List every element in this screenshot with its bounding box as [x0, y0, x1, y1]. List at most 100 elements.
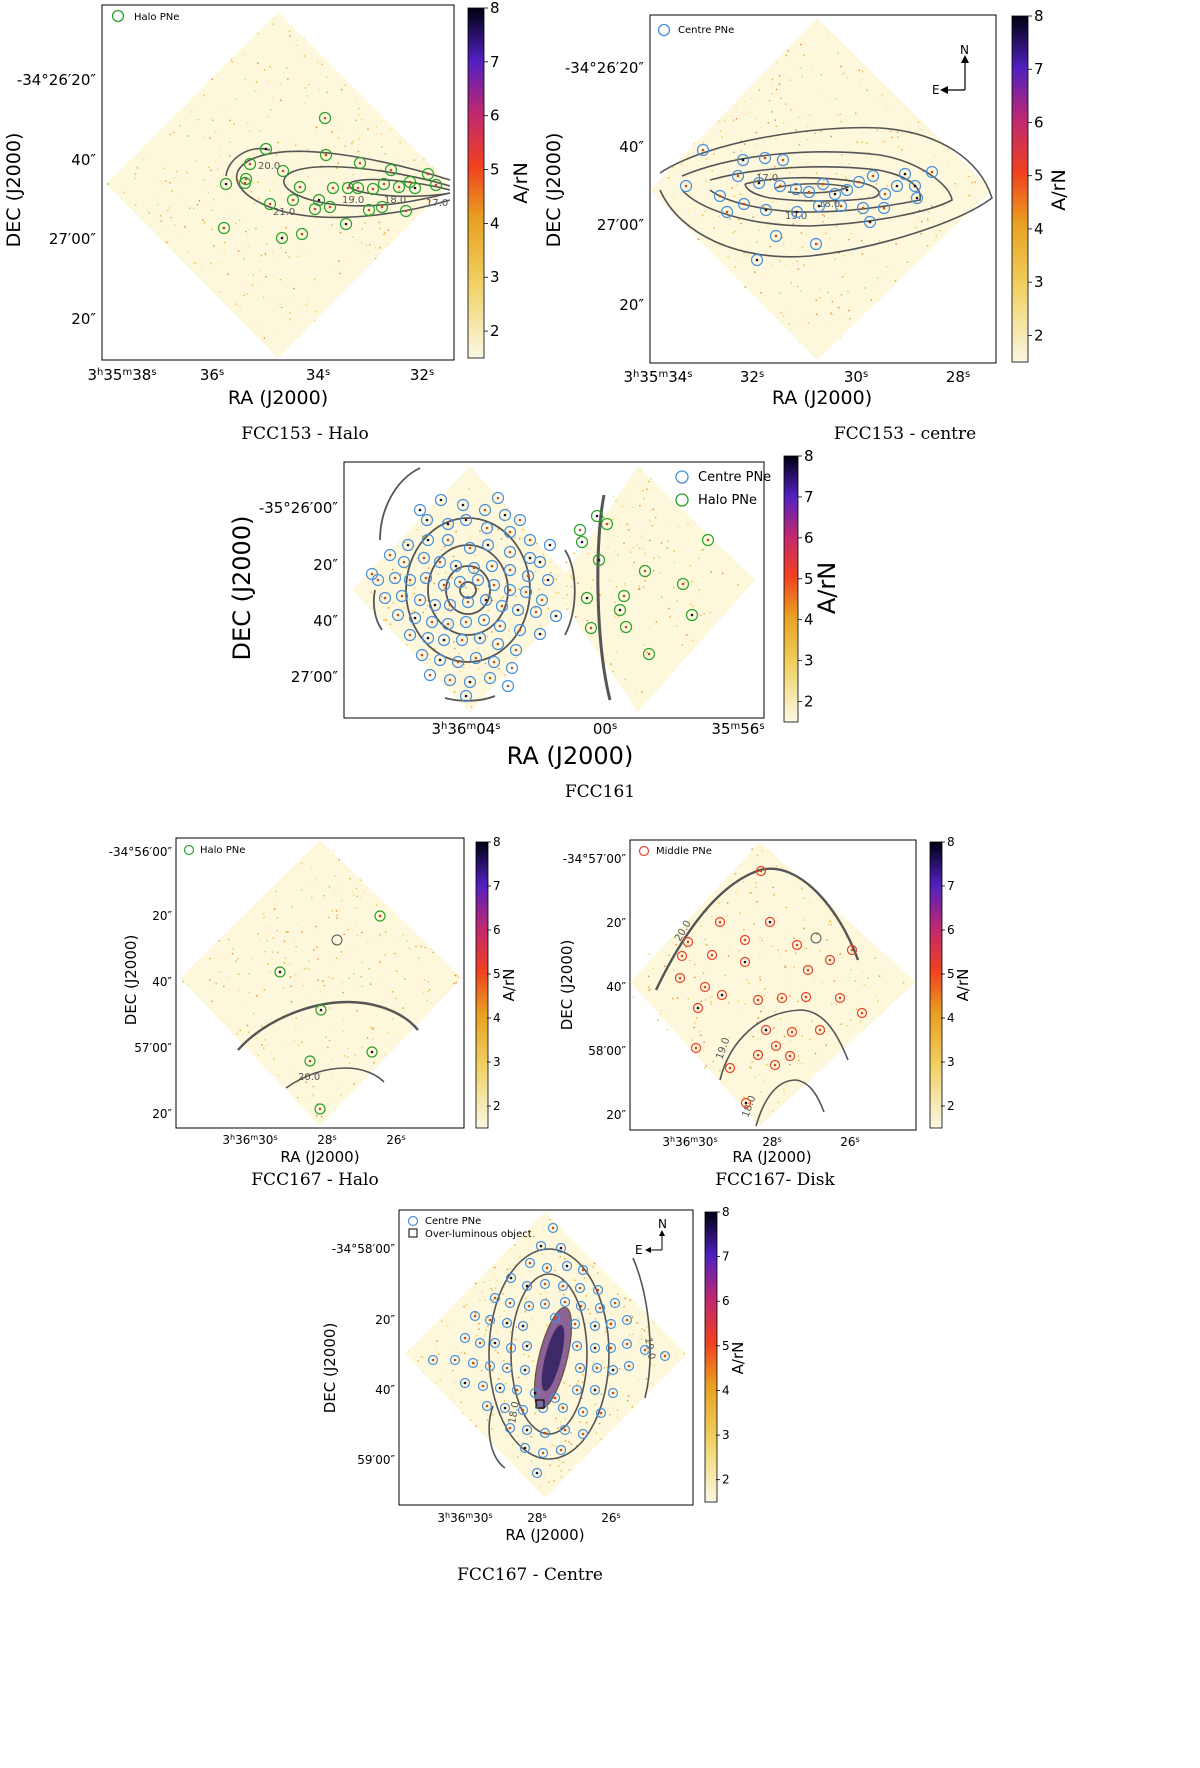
- noise-pixel: [165, 180, 167, 182]
- noise-pixel: [827, 33, 830, 35]
- noise-pixel: [772, 1110, 774, 1112]
- pne-centre-dot: [554, 614, 558, 618]
- pne-centre-dot: [518, 628, 522, 632]
- noise-pixel: [575, 1346, 577, 1348]
- noise-pixel: [296, 1096, 299, 1099]
- noise-pixel: [653, 1340, 656, 1343]
- north-arrowhead-icon: [961, 55, 969, 63]
- colorbar-tick-label: 6: [947, 923, 955, 937]
- pne-centre-dot: [406, 543, 410, 547]
- noise-pixel: [566, 594, 568, 596]
- noise-pixel: [451, 600, 453, 603]
- contours: [372, 467, 612, 702]
- noise-pixel: [464, 1352, 466, 1354]
- pne-marker-icon: [443, 673, 457, 687]
- noise-pixel: [384, 931, 386, 933]
- noise-pixel: [505, 1389, 507, 1391]
- pne-marker-icon: [758, 151, 772, 165]
- noise-pixel: [462, 1382, 464, 1384]
- noise-pixel: [193, 207, 195, 210]
- compass-north-label: N: [960, 43, 969, 57]
- noise-pixel: [785, 309, 788, 311]
- pne-centre-dot: [774, 234, 778, 238]
- pne-centre-dot: [402, 560, 406, 564]
- noise-pixel: [450, 611, 452, 613]
- noise-pixel: [230, 58, 233, 61]
- x-tick-label: 3h36m04s: [431, 720, 500, 738]
- noise-pixel: [719, 130, 722, 132]
- noise-pixel: [484, 1299, 486, 1302]
- pne-marker-icon: [449, 1354, 461, 1366]
- noise-pixel: [514, 537, 516, 539]
- contour-line: [405, 517, 531, 663]
- noise-pixel: [783, 1088, 785, 1090]
- noise-pixel: [533, 1433, 535, 1436]
- noise-pixel: [539, 1486, 542, 1488]
- pne-marker-icon: [592, 553, 606, 567]
- ylabel: DEC (J2000): [228, 516, 256, 661]
- pne-centre-dot: [774, 1044, 778, 1048]
- noise-pixel: [506, 507, 508, 510]
- noise-pixel: [392, 991, 394, 993]
- noise-pixel: [648, 572, 650, 574]
- noise-pixel: [273, 1058, 275, 1060]
- contour-line: [755, 1079, 825, 1127]
- noise-pixel: [592, 1410, 595, 1413]
- pne-centre-dot: [463, 1381, 467, 1385]
- contour-line: [596, 494, 612, 701]
- y-tick-label: 27′00″: [597, 216, 645, 234]
- noise-pixel: [774, 1010, 776, 1013]
- pne-marker-icon: [238, 176, 252, 190]
- noise-pixel: [463, 515, 465, 518]
- noise-pixel: [688, 223, 691, 226]
- noise-pixel: [486, 1419, 489, 1421]
- noise-pixel: [968, 194, 970, 197]
- noise-pixel: [858, 69, 860, 72]
- noise-pixel: [515, 656, 517, 659]
- noise-pixel: [424, 946, 426, 949]
- pne-marker-icon: [537, 1447, 549, 1459]
- noise-pixel: [561, 1426, 563, 1428]
- noise-pixel: [778, 292, 781, 294]
- noise-pixel: [698, 557, 700, 560]
- noise-pixel: [337, 137, 340, 139]
- noise-pixel: [565, 1388, 567, 1390]
- pne-centre-dot: [694, 1046, 698, 1050]
- noise-pixel: [644, 552, 647, 555]
- noise-pixel: [637, 485, 639, 487]
- noise-pixel: [616, 586, 618, 588]
- pne-marker-icon: [455, 633, 469, 647]
- pne-marker-icon: [421, 533, 435, 547]
- noise-pixel: [821, 185, 823, 188]
- noise-pixel: [404, 1003, 407, 1005]
- noise-pixel: [444, 611, 446, 613]
- noise-pixel: [482, 558, 484, 560]
- pne-marker-icon: [605, 1342, 617, 1354]
- pne-centre-dot: [248, 162, 252, 166]
- noise-pixel: [703, 1067, 706, 1069]
- pne-centre-dot: [790, 1030, 794, 1034]
- noise-pixel: [830, 924, 832, 926]
- noise-pixel: [823, 215, 826, 217]
- noise-pixel: [305, 304, 307, 306]
- noise-pixel: [316, 1114, 318, 1117]
- noise-pixel: [771, 93, 773, 95]
- pne-marker-icon: [503, 545, 517, 559]
- noise-pixel: [463, 667, 465, 669]
- noise-pixel: [757, 1017, 759, 1019]
- noise-pixel: [687, 210, 689, 212]
- noise-pixel: [704, 938, 706, 941]
- noise-pixel: [235, 222, 237, 225]
- noise-pixel: [489, 1298, 491, 1301]
- noise-pixel: [389, 623, 392, 625]
- noise-pixel: [538, 588, 540, 591]
- pne-marker-icon: [573, 523, 587, 537]
- noise-pixel: [163, 167, 166, 170]
- noise-pixel: [358, 138, 360, 140]
- noise-pixel: [759, 172, 761, 175]
- noise-pixel: [766, 1016, 768, 1018]
- noise-pixel: [354, 907, 357, 909]
- noise-pixel: [739, 193, 742, 195]
- noise-pixel: [343, 1055, 346, 1057]
- noise-pixel: [373, 1027, 375, 1030]
